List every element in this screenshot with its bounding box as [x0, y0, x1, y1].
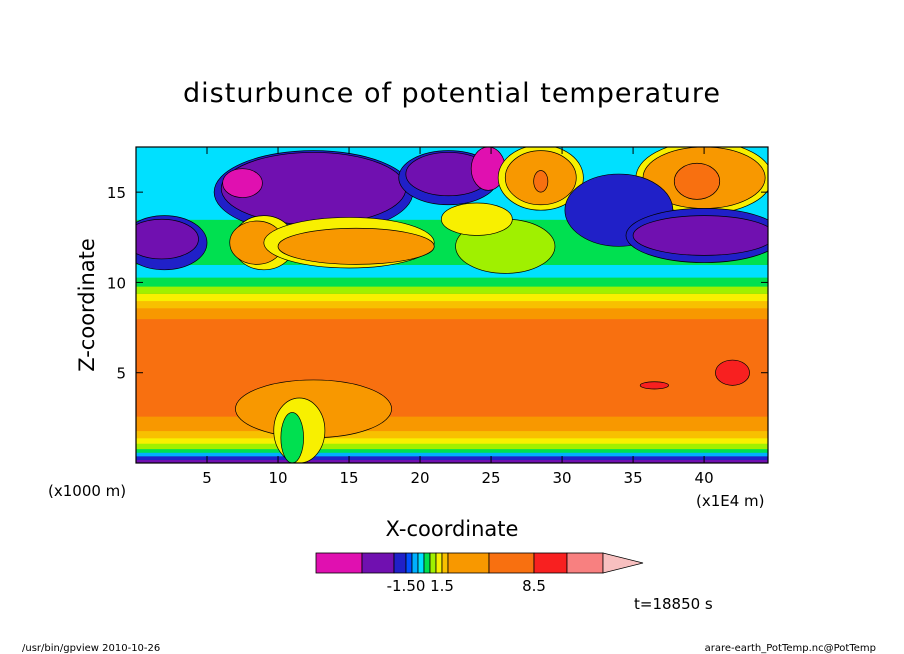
x-ticks: 5 10 15 20 25 30 35 40: [202, 147, 714, 487]
x-tick-label-0: 5: [202, 469, 212, 487]
contour-band-4: [136, 443, 768, 450]
colorbar-label-0: -1.50: [387, 577, 426, 595]
contour-band-11: [136, 293, 768, 302]
contour-feature-11: [673, 162, 721, 200]
colorbar-swatch-5: [417, 552, 425, 574]
contour-band-2: [136, 452, 768, 457]
colorbar: [315, 552, 644, 574]
colorbar-swatch-3: [405, 552, 413, 574]
x-tick-label-2: 15: [339, 469, 358, 487]
colorbar-swatch-2: [393, 552, 407, 574]
contour-feature-26: [715, 359, 750, 386]
contour-feature-2: [222, 168, 263, 198]
x-tick-label-4: 25: [482, 469, 501, 487]
colorbar-swatch-6: [423, 552, 431, 574]
colorbar-swatch-4: [411, 552, 419, 574]
y-tick-label-0: 5: [116, 365, 126, 383]
x-tick-label-7: 40: [695, 469, 714, 487]
contour-feature-14: [632, 215, 768, 256]
contour-band-5: [136, 437, 768, 444]
colorbar-labels: -1.50 1.5 8.5: [387, 577, 546, 595]
colorbar-swatch-11: [488, 552, 535, 574]
contour-band-0: [136, 459, 768, 463]
contour-feature-25: [280, 412, 304, 463]
colorbar-swatch-12: [533, 552, 568, 574]
y-units-label: (x1000 m): [48, 482, 126, 500]
y-tick-label-2: 15: [107, 184, 126, 202]
contour-feature-8: [533, 170, 549, 193]
contour-band-1: [136, 455, 768, 460]
chart-title: disturbunce of potential temperature: [183, 78, 721, 109]
contour-band-7: [136, 416, 768, 432]
contour-band-10: [136, 300, 768, 309]
contour-features: [136, 147, 768, 463]
y-ticks: 5 10 15: [107, 184, 768, 383]
x-tick-label-3: 20: [410, 469, 429, 487]
x-tick-label-5: 30: [553, 469, 572, 487]
time-label: t=18850 s: [634, 595, 713, 613]
colorbar-swatch-7: [429, 552, 437, 574]
contour-band-6: [136, 430, 768, 439]
colorbar-swatch-0: [315, 552, 363, 574]
contour-feature-20: [277, 227, 435, 265]
y-axis-label: Z-coordinate: [75, 238, 99, 372]
colorbar-swatch-9: [441, 552, 449, 574]
contour-band-13: [136, 277, 768, 287]
contour-feature-22: [440, 202, 513, 236]
contour-band-9: [136, 307, 768, 320]
x-tick-label-6: 35: [624, 469, 643, 487]
x-tick-label-1: 10: [268, 469, 287, 487]
contour-band-8: [136, 318, 768, 417]
x-axis-label: X-coordinate: [386, 517, 519, 541]
contour-band-3: [136, 448, 768, 453]
colorbar-swatch-13: [566, 552, 604, 574]
footer-left: /usr/bin/gpview 2010-10-26: [22, 643, 160, 654]
colorbar-label-1: 1.5: [430, 577, 454, 595]
contour-band-12: [136, 286, 768, 294]
footer-right: arare-earth_PotTemp.nc@PotTemp: [705, 643, 876, 654]
contour-feature-27: [639, 381, 669, 390]
x-units-label: (x1E4 m): [696, 492, 765, 510]
colorbar-swatch-1: [361, 552, 395, 574]
y-tick-label-1: 10: [107, 274, 126, 292]
colorbar-swatch-8: [435, 552, 443, 574]
plot-frame: [135, 146, 769, 464]
colorbar-swatch-10: [447, 552, 490, 574]
contour-band-14: [136, 264, 768, 278]
colorbar-label-2: 8.5: [522, 577, 546, 595]
colorbar-arrow: [602, 552, 644, 574]
plot-area: [136, 147, 768, 463]
contour-feature-16: [136, 218, 199, 260]
